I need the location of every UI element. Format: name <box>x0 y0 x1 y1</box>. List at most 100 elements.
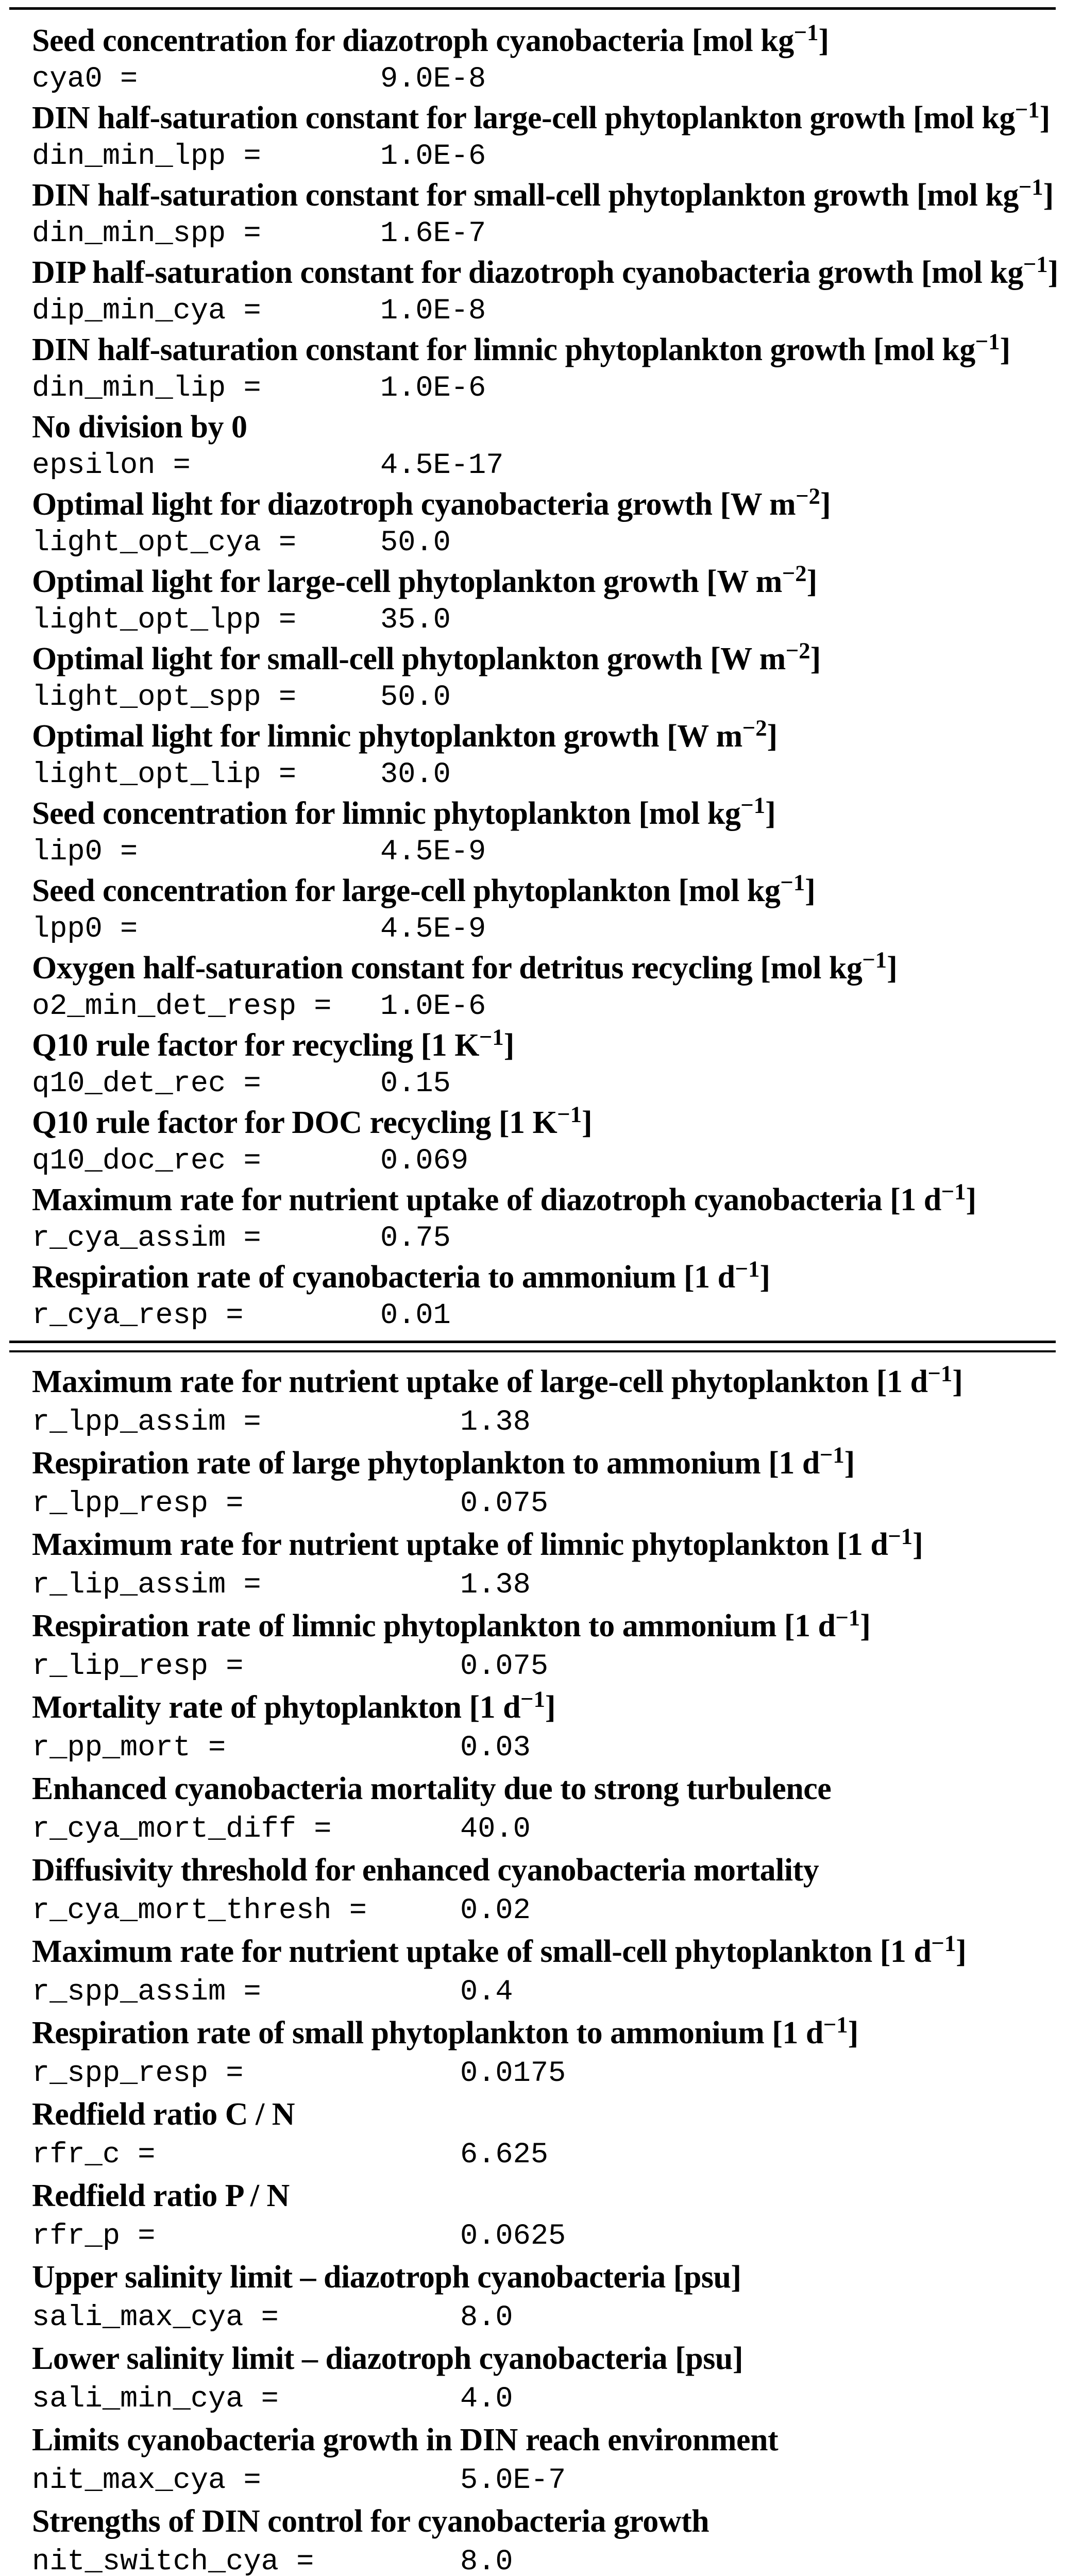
param-line: nit_switch_cya = 8.0 <box>0 2542 1065 2576</box>
param-value: 35.0 <box>380 604 451 637</box>
param-value: 1.0E-6 <box>380 140 486 173</box>
param-name: lip0 = <box>32 836 138 869</box>
param-value: 1.0E-6 <box>380 990 486 1023</box>
param-name: sali_min_cya = <box>32 2383 279 2416</box>
param-value: 0.4 <box>460 1976 513 2009</box>
param-value: 9.0E-8 <box>380 63 486 96</box>
param-value: 5.0E-7 <box>460 2464 566 2497</box>
top-rule <box>9 7 1056 10</box>
param-title: Respiration rate of large phytoplankton … <box>32 1442 855 1481</box>
param-value: 0.075 <box>460 1650 549 1683</box>
param-line: light_opt_spp = 50.0 <box>0 679 1065 717</box>
param-title: Respiration rate of limnic phytoplankton… <box>32 1604 871 1643</box>
param-name: light_opt_lip = <box>32 758 297 791</box>
param-line: lip0 = 4.5E-9 <box>0 833 1065 872</box>
param-title: Maximum rate for nutrient uptake of diaz… <box>32 1178 976 1217</box>
param-name: nit_max_cya = <box>32 2464 261 2497</box>
param-value: 50.0 <box>380 527 451 560</box>
param-line: r_spp_assim = 0.4 <box>0 1972 1065 2013</box>
param-line: r_cya_mort_diff = 40.0 <box>0 1809 1065 1850</box>
param-line: epsilon = 4.5E-17 <box>0 447 1065 485</box>
param-title: Limits cyanobacteria growth in DIN reach… <box>32 2422 779 2458</box>
param-name: r_pp_mort = <box>32 1732 226 1765</box>
param-value: 0.15 <box>380 1067 451 1100</box>
param-value: 6.625 <box>460 2139 549 2172</box>
param-value: 40.0 <box>460 1813 531 1846</box>
param-value: 0.03 <box>460 1732 531 1765</box>
param-title: Seed concentration for large-cell phytop… <box>32 869 816 908</box>
param-title: Respiration rate of small phytoplankton … <box>32 2011 858 2050</box>
param-name: din_min_lpp = <box>32 140 261 173</box>
param-value: 0.01 <box>380 1299 451 1332</box>
param-line: nit_max_cya = 5.0E-7 <box>0 2461 1065 2501</box>
param-title: Redfield ratio P / N <box>32 2178 290 2213</box>
param-line: r_pp_mort = 0.03 <box>0 1728 1065 1769</box>
param-line: rfr_c = 6.625 <box>0 2135 1065 2176</box>
param-line: r_lip_assim = 1.38 <box>0 1565 1065 1606</box>
param-line: r_cya_assim = 0.75 <box>0 1219 1065 1258</box>
param-line: light_opt_lpp = 35.0 <box>0 601 1065 640</box>
parameter-table-section-2: Maximum rate for nutrient uptake of larg… <box>0 1362 1065 2576</box>
param-title: DIN half-saturation constant for large-c… <box>32 96 1050 135</box>
param-line: din_min_spp = 1.6E-7 <box>0 215 1065 253</box>
param-name: light_opt_lpp = <box>32 604 297 637</box>
param-value: 1.38 <box>460 1569 531 1602</box>
param-value: 4.5E-9 <box>380 913 486 946</box>
param-title: Mortality rate of phytoplankton [1 d−1] <box>32 1686 556 1725</box>
param-title: Strengths of DIN control for cyanobacter… <box>32 2504 709 2539</box>
param-title: Lower salinity limit – diazotroph cyanob… <box>32 2341 743 2376</box>
param-value: 0.075 <box>460 1487 549 1520</box>
param-value: 8.0 <box>460 2301 513 2334</box>
param-title: Optimal light for diazotroph cyanobacter… <box>32 483 831 522</box>
param-name: rfr_p = <box>32 2220 156 2253</box>
param-title: Redfield ratio C / N <box>32 2097 295 2132</box>
param-title: Optimal light for large-cell phytoplankt… <box>32 560 817 599</box>
param-name: r_cya_assim = <box>32 1222 261 1255</box>
param-title: Enhanced cyanobacteria mortality due to … <box>32 1771 832 1806</box>
param-name: r_lpp_resp = <box>32 1487 244 1520</box>
param-name: nit_switch_cya = <box>32 2546 314 2576</box>
param-title: Seed concentration for diazotroph cyanob… <box>32 19 829 58</box>
param-name: light_opt_spp = <box>32 681 297 714</box>
param-value: 4.0 <box>460 2383 513 2416</box>
param-value: 1.0E-8 <box>380 295 486 328</box>
param-line: lpp0 = 4.5E-9 <box>0 910 1065 949</box>
param-title: Maximum rate for nutrient uptake of larg… <box>32 1360 963 1399</box>
param-name: light_opt_cya = <box>32 527 297 560</box>
param-title: Respiration rate of cyanobacteria to amm… <box>32 1256 770 1295</box>
param-title: Maximum rate for nutrient uptake of smal… <box>32 1930 967 1969</box>
param-name: r_lpp_assim = <box>32 1406 261 1439</box>
param-name: r_cya_mort_diff = <box>32 1813 332 1846</box>
parameter-table-section-1: Seed concentration for diazotroph cyanob… <box>0 19 1065 1335</box>
param-line: din_min_lip = 1.0E-6 <box>0 369 1065 408</box>
param-name: o2_min_det_resp = <box>32 990 332 1023</box>
param-title: Q10 rule factor for DOC recycling [1 K−1… <box>32 1101 593 1140</box>
param-value: 1.6E-7 <box>380 217 486 250</box>
param-line: r_spp_resp = 0.0175 <box>0 2054 1065 2094</box>
param-value: 8.0 <box>460 2546 513 2576</box>
param-name: r_spp_resp = <box>32 2057 244 2090</box>
param-value: 0.0625 <box>460 2220 566 2253</box>
param-line: sali_max_cya = 8.0 <box>0 2298 1065 2338</box>
param-value: 0.02 <box>460 1894 531 1927</box>
param-name: sali_max_cya = <box>32 2301 279 2334</box>
param-title: DIN half-saturation constant for small-c… <box>32 174 1054 213</box>
param-name: r_cya_resp = <box>32 1299 244 1332</box>
param-title: Q10 rule factor for recycling [1 K−1] <box>32 1024 514 1063</box>
param-name: epsilon = <box>32 449 191 482</box>
param-line: r_lpp_resp = 0.075 <box>0 1484 1065 1524</box>
param-title: Upper salinity limit – diazotroph cyanob… <box>32 2260 741 2295</box>
param-title: Oxygen half-saturation constant for detr… <box>32 946 898 986</box>
param-title: DIP half-saturation constant for diazotr… <box>32 251 1058 290</box>
param-name: r_lip_assim = <box>32 1569 261 1602</box>
param-name: din_min_spp = <box>32 217 261 250</box>
param-name: r_lip_resp = <box>32 1650 244 1683</box>
param-title: Optimal light for limnic phytoplankton g… <box>32 715 777 754</box>
param-name: q10_doc_rec = <box>32 1145 261 1178</box>
param-title: Diffusivity threshold for enhanced cyano… <box>32 1853 819 1888</box>
param-value: 0.069 <box>380 1145 469 1178</box>
param-name: rfr_c = <box>32 2139 156 2172</box>
param-value: 0.0175 <box>460 2057 566 2090</box>
param-name: r_spp_assim = <box>32 1976 261 2009</box>
param-name: cya0 = <box>32 63 138 96</box>
